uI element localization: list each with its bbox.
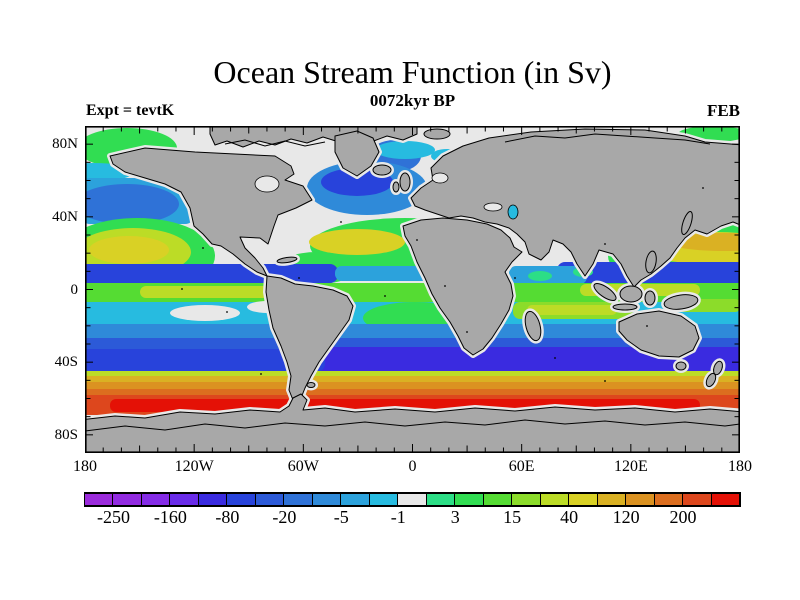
colorbar-cell	[454, 493, 484, 506]
y-axis-label: 80N	[52, 136, 78, 153]
colorbar-cell	[511, 493, 541, 506]
colorbar-cell	[625, 493, 655, 506]
colorbar-cell	[710, 493, 741, 506]
colorbar-tick-label: -160	[153, 507, 187, 527]
colorbar-cell	[112, 493, 142, 506]
colorbar-cell	[425, 493, 456, 506]
y-axis-label: 80S	[54, 426, 78, 443]
x-axis-label: 60E	[508, 458, 535, 475]
colorbar-cell	[84, 493, 114, 506]
experiment-label: Expt = tevtK	[86, 102, 175, 119]
colorbar-cell	[140, 493, 171, 506]
colorbar-tick-label: 15	[503, 507, 522, 527]
month-label: FEB	[706, 101, 740, 120]
colorbar-cell	[596, 493, 627, 506]
colorbar-tick-label: -5	[333, 507, 349, 527]
colorbar-cell	[682, 493, 712, 506]
colorbar-tick-label: 120	[612, 507, 640, 527]
y-axis-label: 40S	[54, 354, 78, 371]
colorbar-cell	[254, 493, 285, 506]
world-map	[85, 126, 740, 453]
colorbar-tick-label: 3	[450, 507, 460, 527]
colorbar-cell	[169, 493, 199, 506]
colorbar-cell	[568, 493, 598, 506]
x-axis-label: 0	[408, 458, 417, 475]
x-axis-label: 120W	[174, 458, 214, 475]
colorbar-tick-label: -250	[96, 507, 130, 527]
contour-dots	[181, 187, 704, 382]
colorbar-cell	[653, 493, 684, 506]
coastline-contours	[85, 133, 740, 432]
colorbar-tick-label: -80	[215, 507, 240, 527]
colorbar-cell	[397, 493, 427, 506]
x-axis-label: 120E	[613, 458, 648, 475]
colorbar-cell	[226, 493, 256, 506]
colorbar-cell	[311, 493, 342, 506]
x-axis-label: 180	[73, 458, 97, 475]
colorbar	[84, 492, 741, 507]
colorbar-cell	[340, 493, 370, 506]
colorbar-cell	[482, 493, 513, 506]
colorbar-tick-label: 40	[560, 507, 579, 527]
colorbar-cell	[539, 493, 570, 506]
colorbar-cell	[197, 493, 228, 506]
colorbar-tick-label: -20	[272, 507, 297, 527]
x-axis-label: 60W	[287, 458, 319, 475]
y-axis-label: 0	[70, 281, 79, 298]
page-title: Ocean Stream Function (in Sv)	[213, 54, 612, 90]
inland-seas	[254, 172, 519, 220]
graticule-ticks	[85, 126, 740, 453]
x-axis-label: 180	[728, 458, 752, 475]
plot-subtitle: 0072kyr BP	[369, 91, 456, 110]
colorbar-tick-label: -1	[390, 507, 406, 527]
y-axis-label: 40N	[52, 208, 78, 225]
colorbar-cell	[368, 493, 399, 506]
colorbar-cell	[283, 493, 313, 506]
map-frame	[85, 126, 740, 453]
colorbar-tick-label: 200	[669, 507, 697, 527]
